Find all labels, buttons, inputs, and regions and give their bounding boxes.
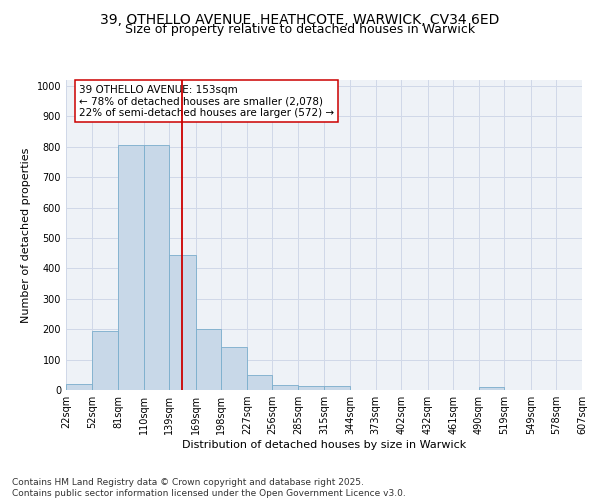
Bar (221, 348, 247, 390)
Text: Size of property relative to detached houses in Warwick: Size of property relative to detached ho… (125, 22, 475, 36)
Bar (479, 387, 505, 390)
Bar (169, 255, 196, 390)
Bar (92, 330, 118, 390)
Bar (196, 329, 221, 390)
Bar (247, 375, 272, 390)
Y-axis label: Number of detached properties: Number of detached properties (21, 148, 31, 322)
Bar (66, 384, 92, 390)
Bar (143, 146, 169, 390)
Text: 39 OTHELLO AVENUE: 153sqm
← 78% of detached houses are smaller (2,078)
22% of se: 39 OTHELLO AVENUE: 153sqm ← 78% of detac… (79, 84, 334, 118)
Bar (325, 386, 350, 390)
Text: 39, OTHELLO AVENUE, HEATHCOTE, WARWICK, CV34 6ED: 39, OTHELLO AVENUE, HEATHCOTE, WARWICK, … (100, 12, 500, 26)
Bar (118, 146, 143, 390)
Bar (298, 386, 325, 390)
Bar (272, 384, 298, 390)
X-axis label: Distribution of detached houses by size in Warwick: Distribution of detached houses by size … (182, 440, 466, 450)
Text: Contains HM Land Registry data © Crown copyright and database right 2025.
Contai: Contains HM Land Registry data © Crown c… (12, 478, 406, 498)
